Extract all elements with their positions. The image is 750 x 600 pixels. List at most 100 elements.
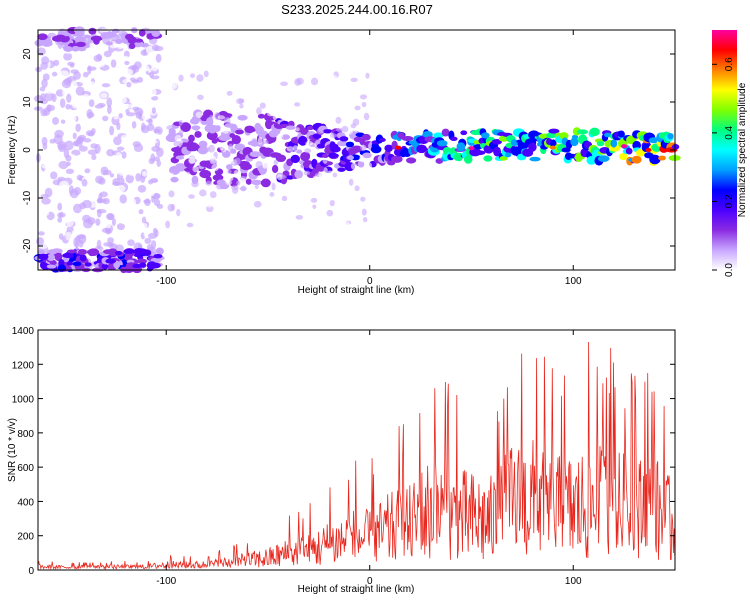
spectrogram-blob (241, 191, 248, 199)
spectrogram-blob (62, 87, 68, 98)
spectrogram-blob (113, 115, 119, 120)
spectrogram-blob (135, 133, 140, 141)
spectrogram-blob (384, 144, 394, 153)
spectrogram-blob (603, 132, 612, 138)
spectrogram-blob (332, 221, 338, 229)
spectrogram-blob (155, 247, 164, 255)
spectrogram-blob (84, 262, 92, 267)
spectrogram-blob (334, 212, 340, 218)
spectrogram-blob (256, 107, 262, 115)
spectrogram-blob (337, 167, 346, 172)
spectrogram-blob (240, 185, 247, 192)
spectrogram-blob (75, 64, 83, 71)
spectrogram-blob (310, 77, 319, 86)
spectrogram-blob (125, 68, 134, 76)
spectrogram-blob (98, 111, 107, 116)
snr-ytick-label: 200 (17, 532, 34, 543)
spectrogram-blob (245, 178, 252, 185)
spectrogram-cells (33, 26, 681, 274)
spectrogram-blob (44, 115, 52, 122)
spectrogram-blob (132, 230, 139, 239)
spectrogram-blob (85, 130, 94, 137)
spectrogram-blob (153, 126, 163, 136)
spectrogram-blob (88, 99, 95, 107)
spectrogram-blob (71, 212, 78, 220)
spectrogram-blob (326, 82, 334, 90)
spectrogram-blob (81, 199, 92, 209)
spectrogram-blob (360, 196, 366, 202)
spectrogram-blob (124, 55, 129, 61)
snr-ytick-label: 1200 (12, 360, 35, 371)
spectrogram-blob (285, 125, 296, 130)
spectrogram-blob (263, 85, 269, 92)
snr-ytick-label: 0 (28, 566, 34, 577)
spectrogram-blob (38, 244, 48, 249)
spectrogram-blob (188, 156, 196, 165)
spectrogram-blob (528, 142, 537, 152)
colorbar-ticks: 0.0 0.2 0.4 0.6 (712, 57, 735, 277)
colorbar-tick-label: 0.6 (724, 57, 735, 71)
spectrogram-blob (441, 128, 450, 137)
spectrogram-blob (38, 253, 49, 261)
spectrogram-blob (223, 117, 232, 124)
spectrogram-blob (51, 124, 57, 133)
spectrogram-blob (106, 97, 113, 108)
spectrogram-blob (336, 140, 349, 147)
spectrogram-blob (200, 141, 206, 148)
spectrogram-blob (111, 218, 116, 226)
spectrogram-blob (101, 227, 111, 233)
colorbar-tick-label: 0.4 (724, 125, 735, 139)
spectrogram-blob (93, 46, 99, 52)
spectrogram-blob (46, 264, 57, 269)
spectrogram-blob (119, 194, 127, 204)
spectrogram-blob (245, 128, 257, 133)
spectrogram-hotspot (468, 146, 475, 151)
spectrogram-blob (222, 135, 230, 140)
spectrogram-blob (53, 59, 60, 67)
spectrogram-blob (156, 147, 164, 158)
spectrogram-blob (37, 231, 45, 236)
spectrogram-blob (354, 105, 361, 111)
spectrogram-blob (93, 190, 100, 201)
spectrogram-blob (292, 145, 299, 152)
spectrogram-blob (214, 218, 223, 224)
spectrogram-blob (67, 249, 77, 254)
colorbar-tick-label: 0.2 (724, 194, 735, 208)
spectrogram-blob (350, 77, 358, 83)
spectrogram-blob (625, 147, 633, 155)
spectrogram-blob (141, 64, 150, 72)
spectrogram-blob (103, 50, 112, 58)
spectrogram-blob (378, 137, 386, 143)
spectrogram-blob (546, 132, 557, 139)
spectrogram-hotspot (621, 144, 628, 149)
spectrogram-blob (169, 75, 178, 82)
spectrogram-blob (323, 167, 328, 174)
spectrogram-blob (178, 74, 184, 82)
spectrogram-blob (253, 200, 262, 208)
spectrogram-blob (59, 180, 69, 189)
spectrogram-blob (57, 264, 67, 272)
spectrogram-blob (239, 103, 244, 109)
spectrogram-blob (151, 240, 157, 249)
spectrogram-blob (359, 155, 364, 163)
spectrogram-blob (300, 201, 308, 207)
spectrogram-blob (82, 71, 89, 78)
spectrogram-blob (141, 171, 148, 177)
spectrogram-blob (40, 216, 49, 222)
spectrogram-blob (257, 136, 263, 145)
spectrogram-blob (209, 191, 217, 199)
spectrogram-blob (231, 153, 237, 158)
spectrogram-blob (262, 139, 269, 145)
spectrogram-blob (65, 231, 73, 241)
spectrogram-blob (649, 154, 661, 165)
spectrogram-blob (77, 249, 87, 256)
spectrogram-blob (109, 173, 115, 178)
spectrogram-blob (141, 122, 146, 131)
spectrogram-blob (236, 180, 241, 186)
spectrogram-xtick-label: 100 (565, 276, 582, 287)
spectrogram-blob (116, 200, 122, 206)
spectrogram-blob (307, 206, 314, 211)
spectrogram-blob (667, 132, 674, 140)
spectrogram-blob (481, 132, 490, 139)
